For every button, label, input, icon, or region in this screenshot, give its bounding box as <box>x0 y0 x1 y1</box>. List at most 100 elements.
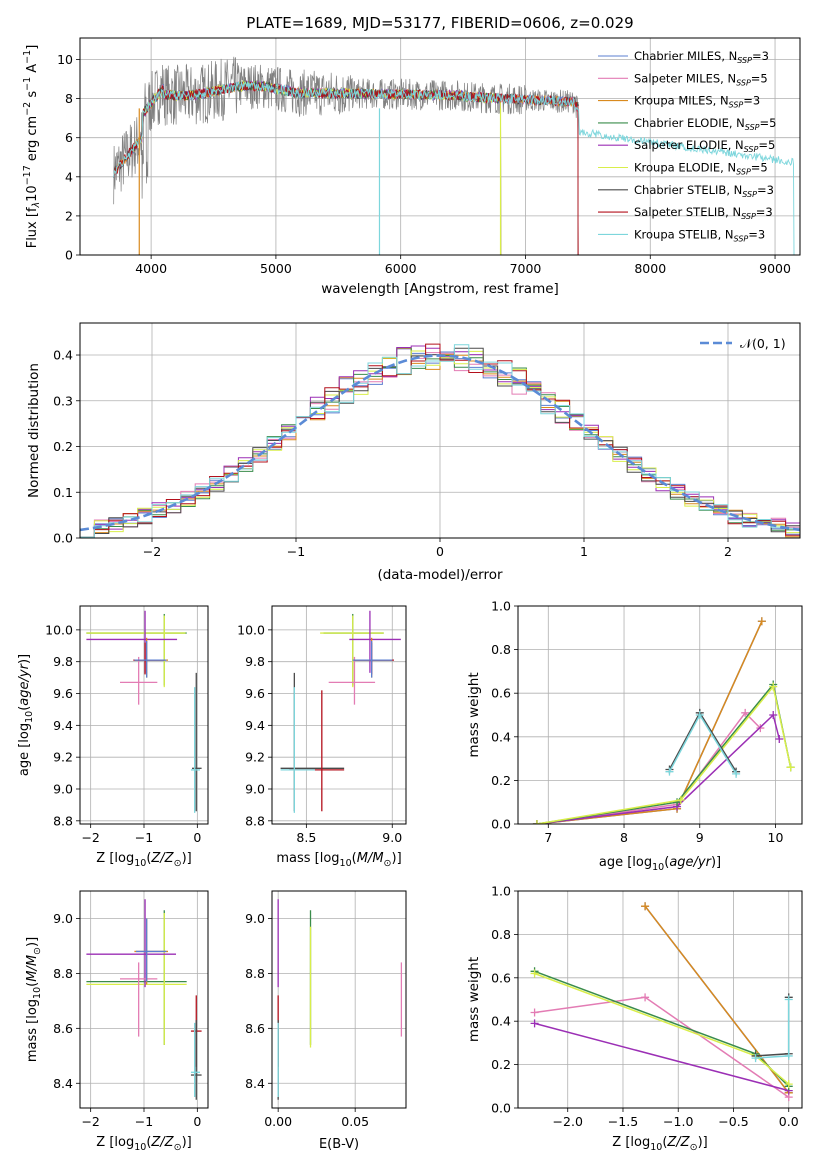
plot-area-mass-vs-ebv <box>277 899 403 1100</box>
model-line <box>113 81 795 255</box>
weight-marker <box>786 763 795 772</box>
x-tick-label: −1 <box>135 1114 153 1129</box>
legend-label: Chabrier MILES, NSSP=3 <box>634 49 769 65</box>
y-tick-label: 0.8 <box>491 642 511 657</box>
x-axis-label: Z [log10(Z/Z⊙)] <box>96 1135 191 1153</box>
axes-frame <box>271 605 407 825</box>
y-tick-label: 4 <box>65 169 73 184</box>
weight-marker <box>769 682 778 691</box>
y-tick-label: 0.6 <box>491 686 511 701</box>
axes-frame <box>79 605 209 825</box>
y-tick-label: 8 <box>65 91 73 106</box>
y-tick-label: 6 <box>65 130 73 145</box>
y-tick-label: 0.8 <box>491 927 511 942</box>
x-tick-label: 9000 <box>759 261 791 276</box>
y-tick-label: 8.8 <box>245 966 265 981</box>
weight-line <box>534 996 790 1098</box>
y-tick-label: 1.0 <box>491 884 511 899</box>
weight-line <box>536 685 792 824</box>
x-tick-label: −1.5 <box>608 1114 638 1129</box>
weight-line <box>536 711 761 824</box>
weight-line <box>534 970 790 1087</box>
y-tick-label: 9.8 <box>53 654 73 669</box>
panel-residuals: −2 −1 0 1 2 0.0 0.1 0.2 0.3 0.4 𝒩(0, 1) (data-model… <box>26 322 801 583</box>
weight-line <box>534 1022 789 1092</box>
legend-label: Salpeter MILES, NSSP=5 <box>634 71 768 87</box>
x-tick-label: 0 <box>193 1114 201 1129</box>
y-tick-label: 9.0 <box>53 781 73 796</box>
weight-marker <box>784 995 793 1004</box>
y-tick-label: 9.4 <box>53 718 73 733</box>
y-axis-label: mass [log10(M/M⊙)] <box>25 937 43 1062</box>
x-tick-label: 8 <box>620 830 628 845</box>
y-axis-label: age [log10(age/yr)] <box>17 654 35 776</box>
weight-marker <box>641 902 650 911</box>
legend: Chabrier MILES, NSSP=3 Salpeter MILES, NS… <box>598 49 776 243</box>
y-tick-label: 9.6 <box>53 686 73 701</box>
y-tick-label: 8.8 <box>245 813 265 828</box>
x-tick-label: −2 <box>81 830 99 845</box>
axes-frame <box>79 37 801 256</box>
y-tick-label: 9.0 <box>245 911 265 926</box>
legend-label: 𝒩(0, 1) <box>740 336 786 351</box>
weight-marker <box>665 767 674 776</box>
y-tick-label: 9.0 <box>53 911 73 926</box>
data-spectrum-line <box>113 56 580 205</box>
y-tick-label: 9.2 <box>245 750 265 765</box>
x-tick-label: 0 <box>436 544 444 559</box>
panel-age-vs-mass: 8.5 9.0 8.8 9.0 9.2 9.4 9.6 9.8 10.0 mass [log10(… <box>237 605 407 869</box>
x-tick-label: 6000 <box>385 261 417 276</box>
weight-line <box>755 999 790 1059</box>
y-tick-label: 10.0 <box>45 622 73 637</box>
weight-line <box>755 997 790 1057</box>
y-tick-label: 0.4 <box>491 1014 511 1029</box>
x-tick-label: 1 <box>580 544 588 559</box>
axes-frame <box>79 322 801 539</box>
y-axis-label: Flux [fλ10−17 erg cm−2 s−1 A−1] <box>22 45 42 249</box>
y-tick-label: 0 <box>65 248 73 263</box>
x-tick-label: 0.0 <box>779 1114 799 1129</box>
weight-line <box>644 905 790 1094</box>
weight-marker <box>530 969 539 978</box>
y-tick-label: 8.4 <box>53 1076 73 1091</box>
y-tick-label: 8.8 <box>53 966 73 981</box>
weight-marker <box>741 708 750 717</box>
weight-marker <box>757 617 766 626</box>
y-tick-label: 8.8 <box>53 813 73 828</box>
axes-frame <box>271 890 407 1109</box>
x-tick-label: −1.0 <box>663 1114 693 1129</box>
x-tick-label: 7000 <box>510 261 542 276</box>
y-tick-label: 0.2 <box>491 773 511 788</box>
x-tick-label: 5000 <box>260 261 292 276</box>
legend-label: Salpeter STELIB, NSSP=3 <box>634 205 773 221</box>
x-axis-label: age [log10(age/yr)] <box>599 855 721 873</box>
x-tick-label: −0.5 <box>718 1114 748 1129</box>
x-tick-label: −1 <box>135 830 153 845</box>
x-axis-label: Z [log10(Z/Z⊙)] <box>612 1135 707 1153</box>
panel-weight-vs-age: 7 8 9 10 0.0 0.2 0.4 0.6 0.8 1.0 age [log10(age/yr… <box>466 599 803 873</box>
plot-area-weight-vs-Z <box>530 902 793 1102</box>
y-tick-label: 8.6 <box>53 1021 73 1036</box>
legend-label: Salpeter ELODIE, NSSP=5 <box>634 138 775 154</box>
x-tick-label: 8.5 <box>296 830 316 845</box>
panel-weight-vs-Z: −2.0 −1.5 −1.0 −0.5 0.0 0.0 0.2 0.4 0.6 0.8 1.0 Z [… <box>466 884 803 1153</box>
y-tick-label: 0.1 <box>53 485 73 500</box>
panel-age-vs-Z: −2 −1 0 8.8 9.0 9.2 9.4 9.6 9.8 10.0 Z [log10(Z/Z⊙… <box>17 605 209 869</box>
x-axis-label: Z [log10(Z/Z⊙)] <box>96 851 191 869</box>
panel-mass-vs-Z: −2 −1 0 8.4 8.6 8.8 9.0 Z [log10(Z/Z⊙)] mass [lo… <box>25 890 209 1153</box>
panel-mass-vs-ebv: 0.00 0.05 8.4 8.6 8.8 9.0 E(B-V) <box>245 890 407 1152</box>
y-tick-label: 10 <box>57 52 73 67</box>
x-tick-label: 10 <box>768 830 784 845</box>
y-tick-label: 8.6 <box>245 1021 265 1036</box>
weight-marker <box>775 734 784 743</box>
axes-frame <box>517 890 803 1109</box>
legend-label: Kroupa MILES, NSSP=3 <box>634 94 760 110</box>
weight-marker <box>732 769 741 778</box>
plot-area-residuals <box>80 343 800 538</box>
y-tick-label: 0.2 <box>53 439 73 454</box>
y-tick-label: 9.0 <box>245 781 265 796</box>
legend-label: Kroupa STELIB, NSSP=3 <box>634 227 765 243</box>
weight-marker <box>784 1080 793 1089</box>
